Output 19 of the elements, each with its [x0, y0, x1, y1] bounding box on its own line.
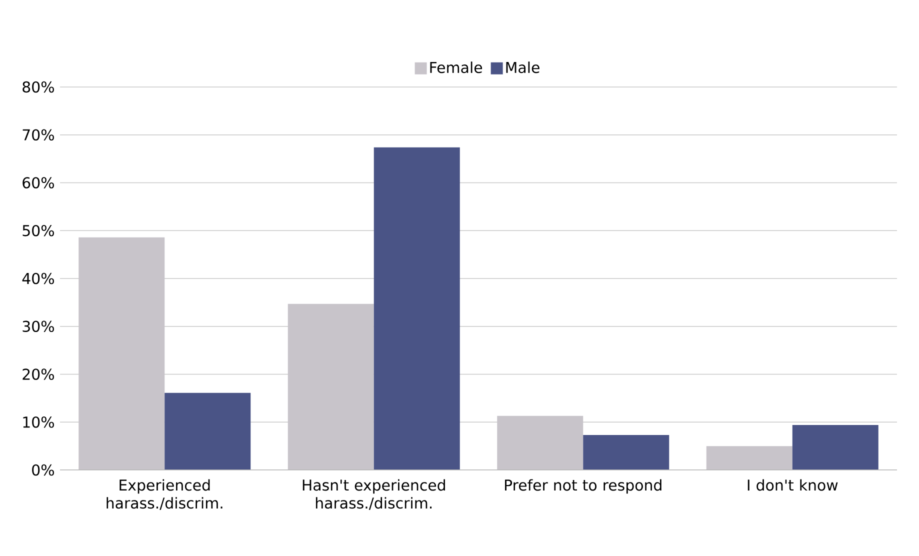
y-tick-label: 0%	[32, 464, 54, 476]
legend-label: Female	[430, 62, 482, 74]
y-tick-label: 10%	[23, 416, 54, 428]
x-tick-label: Hasn't experienced harass./discrim.	[302, 479, 445, 510]
x-tick-label: Prefer not to respond	[505, 479, 662, 494]
y-tick-label: 20%	[22, 368, 54, 380]
y-tick-label: 80%	[22, 81, 54, 93]
y-tick-label: 60%	[22, 177, 54, 188]
x-tick-label: I don't know	[748, 479, 838, 491]
bar	[374, 147, 460, 470]
y-tick-label: 30%	[22, 320, 54, 332]
bar	[792, 424, 878, 470]
y-tick-label: 50%	[22, 224, 54, 236]
y-tick-label: 70%	[22, 129, 54, 141]
bar	[164, 392, 251, 470]
legend-label: Male	[506, 62, 540, 74]
y-tick-label: 40%	[22, 272, 54, 284]
bar	[583, 435, 670, 470]
x-tick-label: Experienced harass./discrim.	[106, 479, 222, 510]
